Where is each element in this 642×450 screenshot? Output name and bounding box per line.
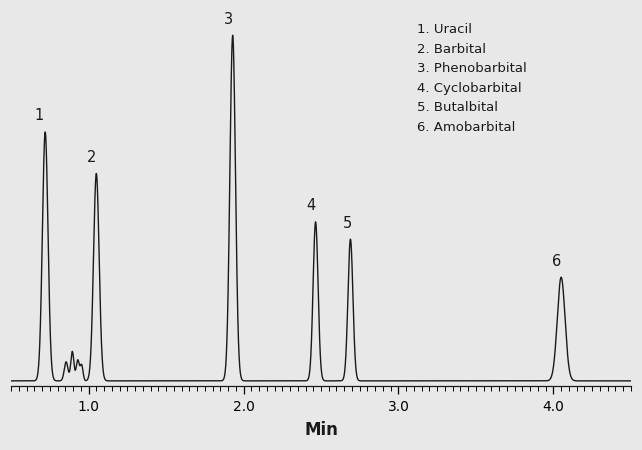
Text: 1. Uracil
2. Barbital
3. Phenobarbital
4. Cyclobarbital
5. Butalbital
6. Amobarb: 1. Uracil 2. Barbital 3. Phenobarbital 4… <box>417 23 527 134</box>
Text: 5: 5 <box>343 216 352 230</box>
Text: 4: 4 <box>306 198 316 213</box>
Text: 3: 3 <box>223 12 232 27</box>
Text: 1: 1 <box>35 108 44 123</box>
Text: 6: 6 <box>552 253 561 269</box>
X-axis label: Min: Min <box>304 421 338 439</box>
Text: 2: 2 <box>87 150 96 165</box>
